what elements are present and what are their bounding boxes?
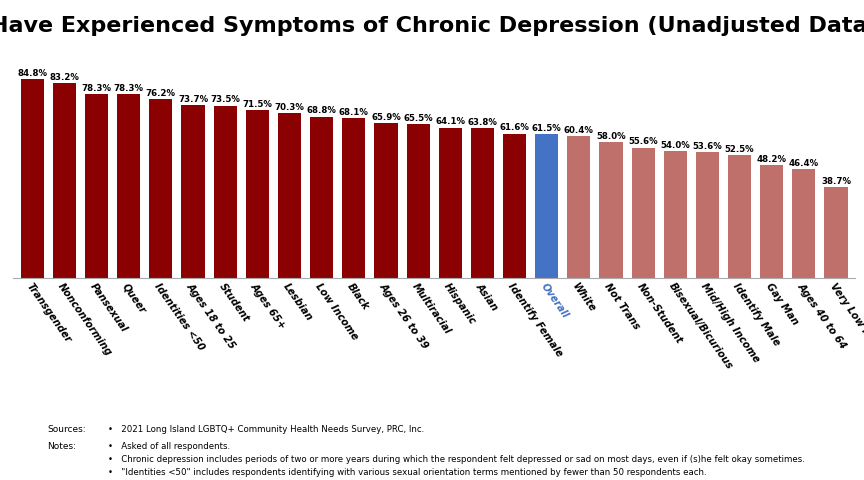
Text: 84.8%: 84.8% (17, 69, 48, 78)
Text: •   Asked of all respondents.: • Asked of all respondents. (108, 442, 230, 451)
Text: 76.2%: 76.2% (146, 89, 176, 98)
Text: 46.4%: 46.4% (789, 159, 819, 168)
Bar (535, 134, 558, 278)
Bar (439, 128, 462, 278)
Text: 70.3%: 70.3% (275, 103, 304, 112)
Text: 68.8%: 68.8% (307, 107, 337, 115)
Bar (213, 106, 237, 278)
Bar (53, 83, 76, 278)
Bar (21, 79, 44, 278)
Text: 58.0%: 58.0% (596, 132, 626, 141)
Bar (149, 99, 173, 278)
Bar (118, 94, 140, 278)
Bar (310, 117, 334, 278)
Text: 68.1%: 68.1% (339, 108, 369, 117)
Text: 78.3%: 78.3% (114, 84, 143, 93)
Text: 60.4%: 60.4% (564, 126, 594, 135)
Text: 55.6%: 55.6% (628, 137, 658, 146)
Text: 61.5%: 61.5% (532, 123, 562, 132)
Bar (792, 169, 816, 278)
Text: 53.6%: 53.6% (693, 142, 722, 151)
Text: 38.7%: 38.7% (821, 177, 851, 186)
Bar (632, 148, 655, 278)
Text: 65.5%: 65.5% (403, 114, 433, 123)
Text: 64.1%: 64.1% (435, 118, 465, 126)
Bar (568, 136, 590, 278)
Bar (374, 123, 397, 278)
Text: •   2021 Long Island LGBTQ+ Community Health Needs Survey, PRC, Inc.: • 2021 Long Island LGBTQ+ Community Heal… (108, 425, 424, 434)
Bar (600, 142, 623, 278)
Bar (664, 151, 687, 278)
Text: 48.2%: 48.2% (757, 155, 787, 164)
Bar (728, 155, 751, 278)
Bar (245, 110, 269, 278)
Text: 61.6%: 61.6% (499, 123, 530, 132)
Bar (85, 94, 108, 278)
Text: 78.3%: 78.3% (81, 84, 111, 93)
Bar (503, 133, 526, 278)
Text: 83.2%: 83.2% (49, 72, 79, 82)
Bar (342, 118, 365, 278)
Text: 73.5%: 73.5% (210, 96, 240, 104)
Bar (696, 152, 719, 278)
Title: Have Experienced Symptoms of Chronic Depression (Unadjusted Data): Have Experienced Symptoms of Chronic Dep… (0, 16, 864, 36)
Text: 54.0%: 54.0% (660, 141, 690, 150)
Bar (471, 128, 494, 278)
Bar (181, 105, 205, 278)
Text: Notes:: Notes: (48, 442, 77, 451)
Bar (278, 113, 301, 278)
Text: Sources:: Sources: (48, 425, 86, 434)
Text: 63.8%: 63.8% (467, 118, 498, 127)
Text: 73.7%: 73.7% (178, 95, 208, 104)
Text: 65.9%: 65.9% (371, 113, 401, 122)
Bar (824, 187, 848, 278)
Bar (406, 124, 429, 278)
Text: •   "Identities <50" includes respondents identifying with various sexual orient: • "Identities <50" includes respondents … (108, 468, 707, 477)
Bar (760, 165, 784, 278)
Text: 71.5%: 71.5% (243, 100, 272, 109)
Text: •   Chronic depression includes periods of two or more years during which the re: • Chronic depression includes periods of… (108, 455, 805, 464)
Text: 52.5%: 52.5% (725, 145, 754, 154)
